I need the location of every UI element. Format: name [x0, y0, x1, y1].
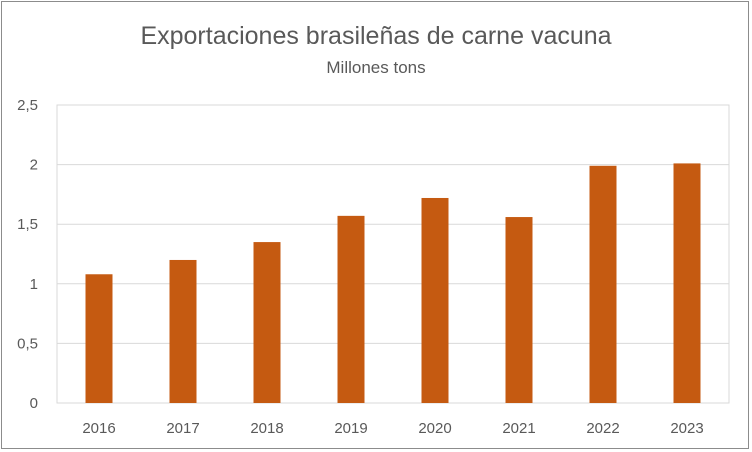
chart-subtitle: Millones tons [326, 58, 426, 77]
bar-2022 [589, 165, 617, 403]
bar-2019 [337, 215, 365, 403]
x-tick-label: 2021 [502, 420, 535, 437]
y-tick-label: 2 [30, 157, 38, 174]
x-tick-label: 2022 [586, 420, 619, 437]
bar-2017 [169, 259, 197, 403]
plot-area-border [56, 104, 730, 404]
bar-2018 [253, 242, 281, 403]
x-tick-label: 2023 [670, 420, 703, 437]
chart-title: Exportaciones brasileñas de carne vacuna [140, 22, 612, 50]
gridlines [56, 104, 730, 404]
bar-2020 [421, 197, 449, 403]
x-tick-label: 2018 [250, 420, 283, 437]
x-tick-label: 2019 [334, 420, 367, 437]
x-axis: 2016 2017 2018 2019 2020 2021 2022 2023 [82, 420, 703, 437]
y-tick-label: 0 [30, 395, 38, 412]
bars [85, 163, 701, 403]
x-tick-label: 2016 [82, 420, 115, 437]
y-tick-label: 1 [30, 276, 38, 293]
y-tick-label: 0,5 [17, 335, 38, 352]
y-tick-label: 1,5 [17, 216, 38, 233]
x-tick-label: 2017 [166, 420, 199, 437]
bar-2016 [85, 274, 113, 403]
y-axis: 0 0,5 1 1,5 2 2,5 [17, 97, 38, 412]
x-tick-label: 2020 [418, 420, 451, 437]
y-tick-label: 2,5 [17, 97, 38, 114]
bar-2023 [673, 163, 701, 403]
bar-2021 [505, 217, 533, 403]
